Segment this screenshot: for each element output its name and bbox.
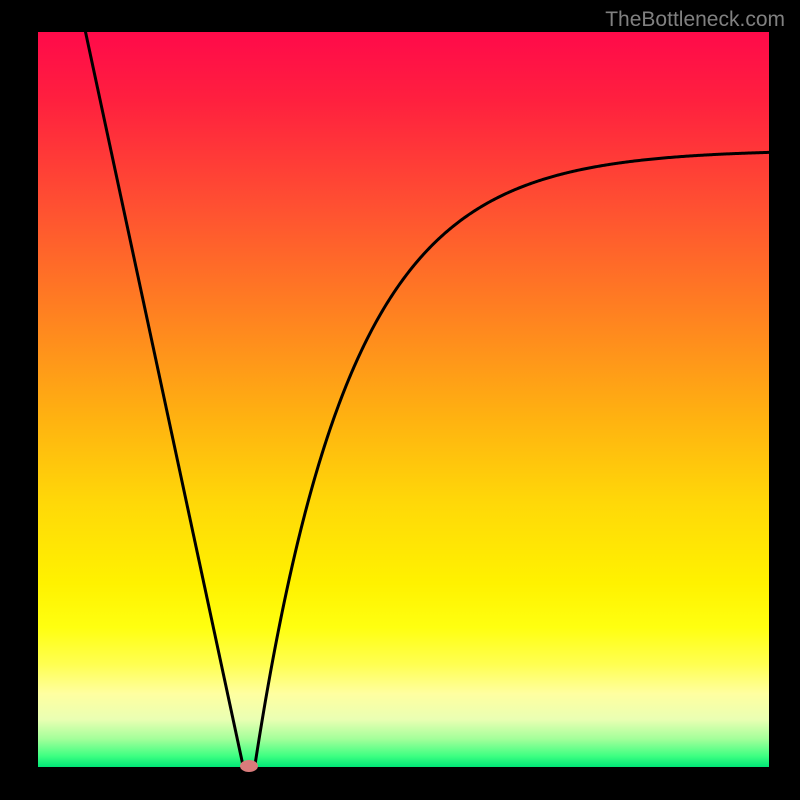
plot-area: [38, 32, 769, 767]
bottleneck-curve: [38, 32, 769, 767]
optimum-marker: [240, 760, 258, 772]
watermark-label: TheBottleneck.com: [605, 8, 785, 32]
chart-container: TheBottleneck.com: [0, 0, 800, 800]
